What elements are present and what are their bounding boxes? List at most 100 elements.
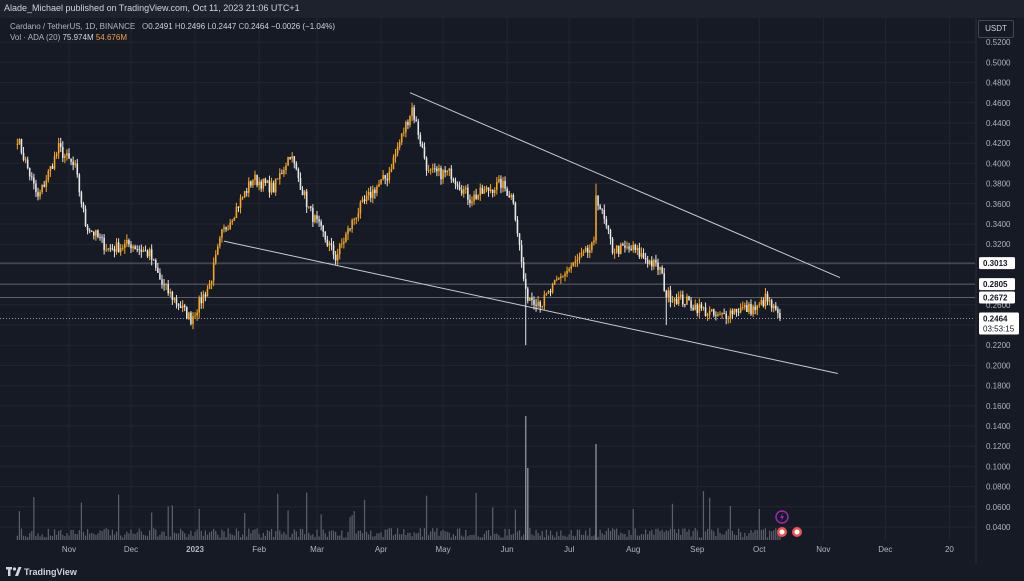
volume-bar (171, 505, 173, 540)
candle-body (138, 249, 141, 251)
candle-body (324, 231, 327, 240)
volume-bar (262, 532, 264, 540)
candle-body (237, 206, 240, 208)
candle-body (409, 116, 411, 126)
volume-bar (190, 530, 192, 540)
candle-body (696, 304, 699, 314)
candle-body (504, 180, 506, 189)
candle-body (227, 228, 229, 230)
candle-body (423, 146, 426, 158)
candle-body (380, 179, 382, 184)
candle-body (586, 247, 589, 253)
volume-bar (124, 534, 126, 540)
trendline (409, 92, 841, 278)
candle-body (359, 202, 362, 214)
volume-bar (45, 537, 47, 540)
volume-bar (597, 536, 599, 540)
volume-bar (405, 535, 407, 540)
volume-bar (624, 533, 626, 540)
volume-bar (146, 536, 149, 540)
volume-bar (105, 528, 107, 540)
candle-body (270, 182, 273, 193)
volume-bar (394, 534, 397, 540)
volume-bar (132, 533, 134, 540)
volume-bar (343, 537, 345, 540)
volume-bar (165, 536, 167, 540)
price-tick-label: 0.2600 (986, 301, 1011, 310)
candle-body (688, 296, 690, 301)
price-tick-label: 0.3800 (986, 180, 1011, 189)
candle-body (293, 156, 296, 164)
currency-button[interactable]: USDT (978, 20, 1014, 38)
volume-bar (359, 530, 361, 540)
candle-body (119, 248, 122, 253)
volume-bar (564, 535, 566, 540)
volume-ma-value: 54.676M (95, 33, 127, 42)
candle-body (498, 178, 500, 182)
volume-bar (326, 536, 328, 540)
candle-body (320, 221, 322, 226)
candle-body (471, 201, 473, 204)
candle-body (37, 192, 39, 197)
volume-bar (297, 536, 299, 540)
price-level-badge (979, 291, 1015, 304)
candle-body (545, 293, 548, 295)
volume-bar (258, 533, 260, 540)
candle-body (667, 290, 670, 298)
candle-body (535, 304, 537, 306)
volume-bar (512, 533, 514, 540)
volume-bar (163, 531, 165, 540)
candle-body (74, 163, 76, 165)
candle-body (758, 304, 761, 306)
candle-body (609, 229, 612, 239)
event-icons (775, 510, 802, 537)
candle-body (55, 153, 58, 157)
candle-body (493, 189, 496, 193)
volume-bar (202, 535, 204, 540)
volume-bar (719, 532, 721, 540)
volume-bar (609, 530, 612, 540)
volume-bar (700, 537, 702, 540)
volume-bar (456, 528, 459, 540)
candle-body (343, 241, 345, 244)
symbol-name: Cardano / TetherUS, 1D, BINANCE (10, 22, 136, 31)
volume-bar (771, 531, 773, 540)
price-tick-label: 0.1000 (986, 462, 1011, 471)
price-tick-label: 0.5000 (986, 58, 1011, 67)
candle-body (396, 147, 399, 154)
volume-bar (99, 530, 101, 540)
volume-bar (361, 533, 364, 540)
candle-body (543, 294, 546, 307)
volume-bar (558, 536, 560, 540)
volume-bar (469, 534, 471, 540)
volume-bar (248, 528, 250, 540)
candle-body (70, 158, 72, 162)
volume-bar (611, 528, 614, 540)
volume-bar (539, 535, 541, 540)
candle-body (613, 252, 616, 254)
time-tick-label: Mar (310, 545, 324, 554)
volume-bar (72, 529, 74, 540)
volume-bar (696, 530, 698, 540)
candle-body (682, 294, 684, 305)
volume-bar (616, 528, 618, 540)
volume-bar (711, 529, 713, 540)
volume-bar (324, 533, 326, 540)
volume-bar (194, 531, 196, 540)
volume-bar (529, 528, 531, 540)
trendlines (223, 92, 841, 374)
time-tick-label: 2023 (186, 545, 204, 554)
candle-body (233, 217, 236, 221)
candle-body (367, 191, 370, 196)
time-tick-label: Feb (252, 545, 266, 554)
volume-bar (196, 529, 198, 540)
volume-bar (545, 529, 547, 540)
volume-bar (155, 529, 157, 540)
candle-body (642, 253, 645, 258)
volume-bar (688, 529, 690, 540)
publisher-line: Alade_Michael published on TradingView.c… (4, 3, 300, 13)
volume-bar (752, 532, 754, 540)
volume-bar (107, 529, 109, 540)
volume-bar (399, 534, 401, 540)
